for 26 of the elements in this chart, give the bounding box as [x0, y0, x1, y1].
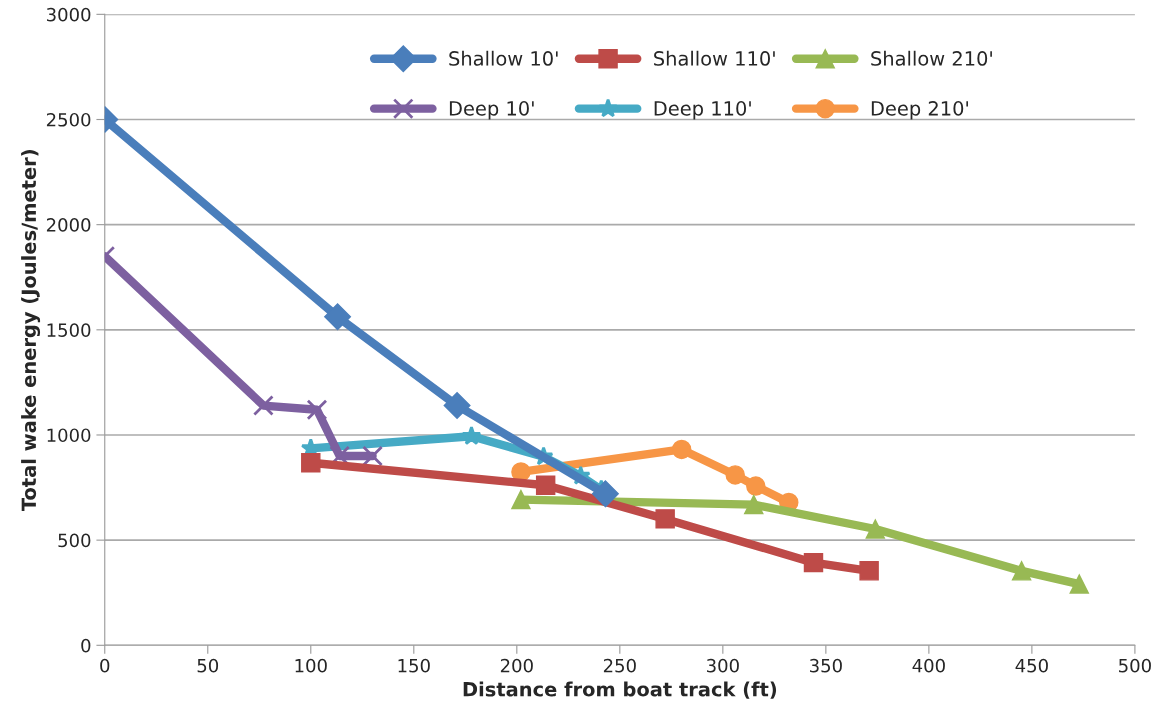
y-axis-title: Total wake energy (Joules/meter)	[21, 150, 41, 512]
x-tick-label: 100	[295, 658, 327, 673]
x-tick-label: 300	[706, 658, 739, 673]
y-tick-label: 0	[81, 638, 91, 653]
x-axis-title: Distance from boat track (ft)	[463, 681, 777, 699]
y-tick-label: 2000	[46, 218, 91, 232]
y-tick-label: 3000	[46, 7, 91, 22]
legend-label: Deep 210'	[871, 101, 968, 120]
x-tick-label: 50	[197, 658, 219, 673]
legend-label: Deep 110'	[654, 101, 751, 120]
x-tick-label: 200	[500, 658, 533, 673]
y-tick-label: 1500	[47, 323, 91, 337]
y-tick-label: 1000	[47, 428, 91, 443]
x-tick-label: 0	[100, 658, 110, 673]
x-tick-label: 450	[1015, 658, 1048, 673]
x-tick-label: 250	[603, 658, 636, 673]
y-tick-label: 2500	[46, 112, 91, 127]
x-tick-label: 400	[912, 658, 945, 673]
legend-label: Shallow 10'	[449, 50, 558, 66]
legend-label: Deep 10'	[449, 101, 534, 120]
x-tick-label: 500	[1119, 658, 1151, 673]
y-tick-label: 500	[58, 533, 91, 548]
x-tick-label: 350	[810, 658, 842, 673]
x-tick-label: 150	[398, 658, 430, 673]
legend-label: Shallow 210'	[871, 50, 992, 66]
legend-label: Shallow 110'	[654, 50, 775, 66]
